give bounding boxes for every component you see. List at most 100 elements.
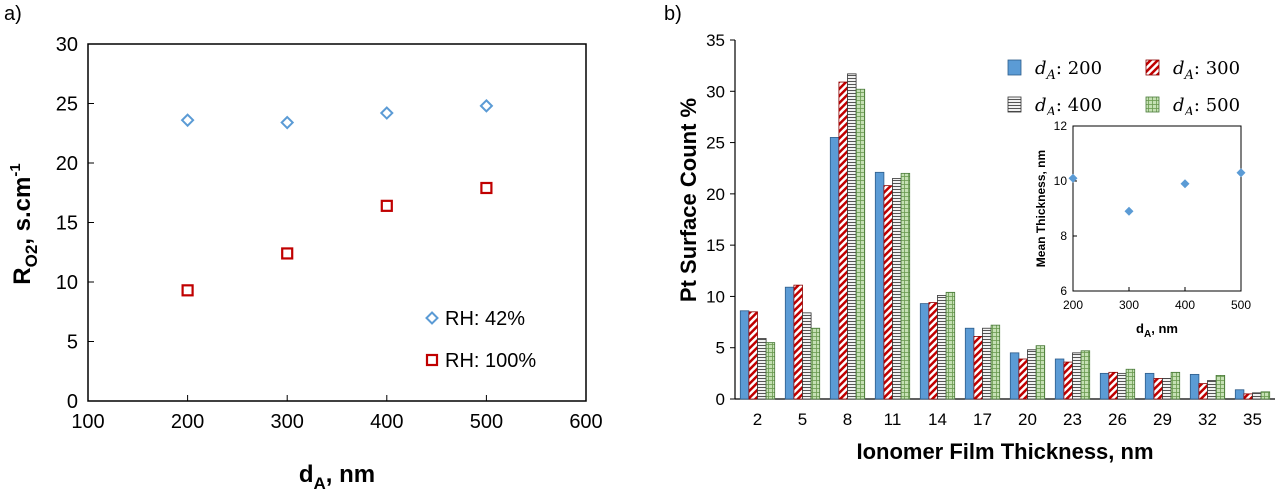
dA400-bar [1072,352,1082,400]
dA300-bar [1108,371,1118,400]
y-tick-label: 5 [716,339,725,358]
x-tick-label: 32 [1198,410,1217,429]
rh100-data-point [480,181,493,195]
y-tick-label: 35 [706,31,725,50]
panel-b-inset-chart: 200 300 400 500 6 8 10 12 dA, nm Mean Thickness, … [1032,115,1256,341]
y-tick-label: 15 [56,213,78,235]
rh42-data-point [280,115,295,130]
y-tick-label: 25 [56,94,78,116]
dA400-bar [1162,378,1172,400]
inset-background [1032,115,1256,341]
dA500-bar [1035,345,1046,400]
panel-b-label: b) [664,3,682,25]
dA400-bar [847,73,857,400]
legend-label: RH: 42% [445,308,525,330]
dA300-bar [928,302,938,400]
dA200-bar [1144,372,1155,400]
dA500-bar [1170,371,1181,400]
panel-b-y-axis-label: Pt Surface Count % [676,98,701,302]
legend-marker [425,353,439,367]
panel-a-x-axis-label: dA, nm [299,461,375,490]
y-tick-label: 20 [56,153,78,175]
y-tick-label: 0 [716,390,725,409]
y-tick-label: 15 [706,236,725,255]
panel-a-series [180,98,494,297]
inset-plot-frame [1072,125,1242,292]
inset-data-point [1236,168,1246,178]
legend-marker [425,311,439,325]
x-tick-label: 14 [928,410,947,429]
dA200-bar [829,137,840,400]
y-tick-label: 5 [67,332,78,354]
dA500-bar [1215,375,1226,400]
dA400-bar [1207,380,1217,400]
dA500-bar [765,342,776,400]
dA400-bar [982,327,992,400]
x-tick-label: 20 [1018,410,1037,429]
x-tick-label: 400 [370,411,403,433]
dA300-bar [748,311,758,400]
dA200-bar [919,303,930,400]
dA500-bar [1125,368,1136,400]
dA400-bar [757,338,767,400]
inset-x-axis-label: dA, nm [1136,321,1178,340]
dA500-bar [855,88,866,400]
inset-data-point [1068,173,1078,183]
inset-y-tick-label: 12 [1054,119,1068,133]
x-tick-label: 200 [171,411,204,433]
legend-swatch [1145,96,1160,113]
x-tick-label: 23 [1063,410,1082,429]
y-tick-label: 10 [56,272,78,294]
panel-b-x-axis-label: Ionomer Film Thickness, nm [856,439,1153,464]
x-tick-label: 500 [470,411,503,433]
x-tick-label: 35 [1243,410,1262,429]
dA400-bar [937,295,947,400]
inset-y-tick-label: 10 [1054,174,1068,188]
inset-y-axis-label: Mean Thickness, nm [1034,150,1048,267]
panel-a-y-axis-label: RO2, s.cm-1 [7,163,41,284]
dA200-bar [1234,389,1245,400]
rh100-data-point [181,284,194,297]
dA200-bar [1009,352,1020,400]
inset-x-tick-label: 500 [1231,298,1251,312]
dA200-bar [1189,373,1200,400]
dA300-bar [1153,378,1163,400]
y-tick-label: 30 [56,34,78,56]
x-tick-label: 8 [843,410,852,429]
dA400-bar [1027,349,1037,400]
dA400-bar [802,312,812,400]
y-tick-label: 25 [706,134,725,153]
y-tick-label: 0 [67,391,78,413]
inset-x-tick-label: 400 [1175,298,1195,312]
dA500-bar [1260,391,1271,400]
inset-data-point [1180,179,1190,189]
dA300-bar [973,336,983,400]
x-tick-label: 26 [1108,410,1127,429]
x-tick-label: 11 [884,410,902,429]
panel-a-legend: RH: 42% RH: 100% [425,308,536,372]
dA200-bar [874,171,885,400]
rh100-data-point [281,247,294,260]
rh100-data-point [380,199,393,212]
inset-y-tick-label: 8 [1060,229,1067,243]
inset-data-point [1124,206,1134,216]
panel-a-chart: a) 100 200 300 400 500 600 0 5 10 15 20 25 30 dA, nm… [4,3,603,490]
legend-swatch [1007,96,1022,113]
dA500-bar [810,327,821,400]
dA300-bar [883,185,893,400]
panel-a-plot-frame [87,43,587,402]
dA400-bar [1117,372,1127,400]
rh42-data-point [479,98,494,113]
dA200-bar [1099,372,1110,400]
dA400-bar [1252,392,1262,400]
rh42-data-point [180,113,195,128]
legend-label: dA: 300 [1173,58,1240,83]
legend-swatch [1145,59,1160,76]
panel-b-legend: dA: 200 dA: 300 dA: 400 dA: 500 [1007,58,1240,120]
legend-label: dA: 400 [1035,95,1102,120]
dA200-bar [784,286,795,400]
dA300-bar [1243,393,1253,400]
